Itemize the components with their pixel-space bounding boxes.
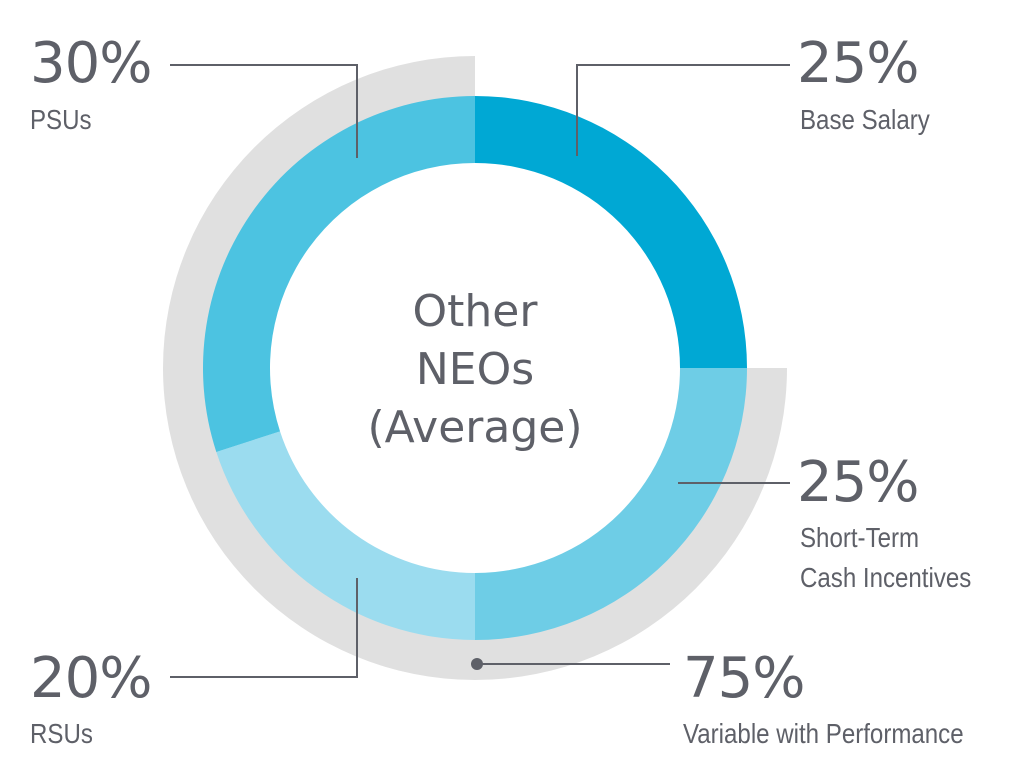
slice-label-base-salary: Base Salary bbox=[800, 104, 930, 135]
slice-rsus bbox=[216, 431, 475, 640]
chart-title: Other NEOs (Average) bbox=[300, 283, 650, 457]
slice-label-psus: PSUs bbox=[30, 104, 92, 135]
slice-label-rsus: RSUs bbox=[30, 718, 93, 749]
slice-percent-short-term: 25% bbox=[797, 450, 919, 515]
leader-lines bbox=[170, 64, 790, 678]
slice-percent-psus: 30% bbox=[30, 31, 152, 96]
slice-percent-base-salary: 25% bbox=[797, 31, 919, 96]
slice-short-term-cash-incentives bbox=[475, 368, 747, 640]
outer-arc-percent: 75% bbox=[683, 646, 805, 711]
slice-label-short-term-line-2: Cash Incentives bbox=[800, 562, 972, 593]
slice-label-short-term-line-1: Short-Term bbox=[800, 522, 920, 553]
slice-layer bbox=[203, 96, 747, 640]
outer-arc-label: Variable with Performance bbox=[683, 718, 964, 749]
slice-psus bbox=[203, 96, 476, 453]
slice-base-salary bbox=[475, 96, 747, 368]
leader-dot-variable bbox=[471, 658, 483, 670]
slice-percent-rsus: 20% bbox=[30, 646, 152, 711]
chart-title-line-3: (Average) bbox=[367, 402, 583, 453]
chart-title-line-1: Other bbox=[412, 286, 538, 337]
chart-title-line-2: NEOs bbox=[415, 344, 535, 395]
